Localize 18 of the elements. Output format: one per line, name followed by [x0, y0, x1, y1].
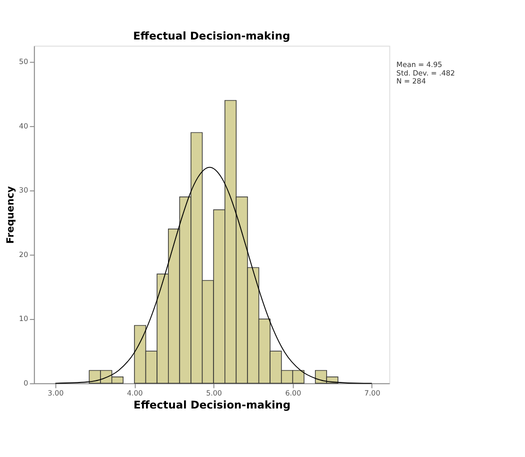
text: Mean = 4.95: [396, 60, 442, 70]
x-tick-label: 3.00: [48, 388, 64, 398]
y-tick-label: 20: [19, 250, 29, 259]
y-tick-label: 10: [19, 314, 29, 324]
y-axis-title: Frequency: [6, 186, 17, 244]
x-axis-title: Effectual Decision-making: [134, 398, 291, 412]
x-tick-label: 4.00: [126, 388, 144, 398]
y-tick-label: 50: [19, 57, 29, 66]
line-series: [54, 166, 372, 384]
x-tick-label: 7.00: [364, 388, 381, 398]
text: N = 284: [396, 76, 426, 86]
y-tick-label: 30: [19, 186, 29, 195]
x-tick-label: 5.00: [206, 388, 222, 398]
text: Std. Dev. = .482: [396, 68, 455, 78]
chart-title: Effectual Decision-making: [133, 30, 290, 43]
x-tick-label: 6.00: [285, 388, 302, 398]
y-tick-label: 40: [19, 121, 29, 130]
y-tick-label: 0: [24, 378, 29, 388]
